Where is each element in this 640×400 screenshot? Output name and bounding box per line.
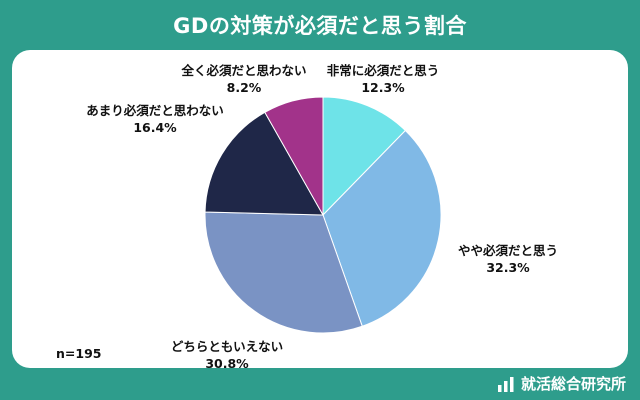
- slice-name-4: 全く必須だと思わない: [181, 63, 307, 78]
- pie-slice-1: [322, 129, 442, 327]
- slice-label-1: やや必須だと思う 32.3%: [438, 242, 578, 276]
- slice-label-0: 非常に必須だと思う 12.3%: [308, 62, 458, 96]
- pie-slice-0: [322, 96, 407, 217]
- chart-title: GDの対策が必須だと思う割合: [173, 14, 467, 38]
- brand-name: 就活総合研究所: [520, 375, 626, 393]
- pie-slice-3: [204, 111, 324, 216]
- slice-value-3: 16.4%: [133, 120, 177, 135]
- slice-label-3: あまり必須だと思わない 16.4%: [70, 102, 240, 136]
- pie-chart: [204, 96, 442, 334]
- pie-slice-4: [264, 96, 324, 217]
- pie-slice-2: [204, 211, 363, 334]
- slice-name-0: 非常に必須だと思う: [326, 63, 440, 78]
- sample-size-note: n=195: [56, 346, 102, 361]
- slice-value-4: 8.2%: [226, 80, 262, 95]
- bar-chart-icon: [497, 376, 514, 392]
- slice-value-1: 32.3%: [486, 260, 530, 275]
- slice-label-2: どちらともいえない 30.8%: [152, 338, 302, 372]
- slice-label-4: 全く必須だと思わない 8.2%: [164, 62, 324, 96]
- brand-logo: 就活総合研究所: [497, 373, 626, 394]
- chart-card: 非常に必須だと思う 12.3% やや必須だと思う 32.3% どちらともいえない…: [12, 50, 628, 371]
- slice-value-2: 30.8%: [205, 356, 249, 371]
- slice-name-3: あまり必須だと思わない: [86, 103, 224, 118]
- slice-value-0: 12.3%: [361, 80, 405, 95]
- slice-name-2: どちらともいえない: [170, 339, 284, 354]
- slice-name-1: やや必須だと思う: [457, 243, 558, 258]
